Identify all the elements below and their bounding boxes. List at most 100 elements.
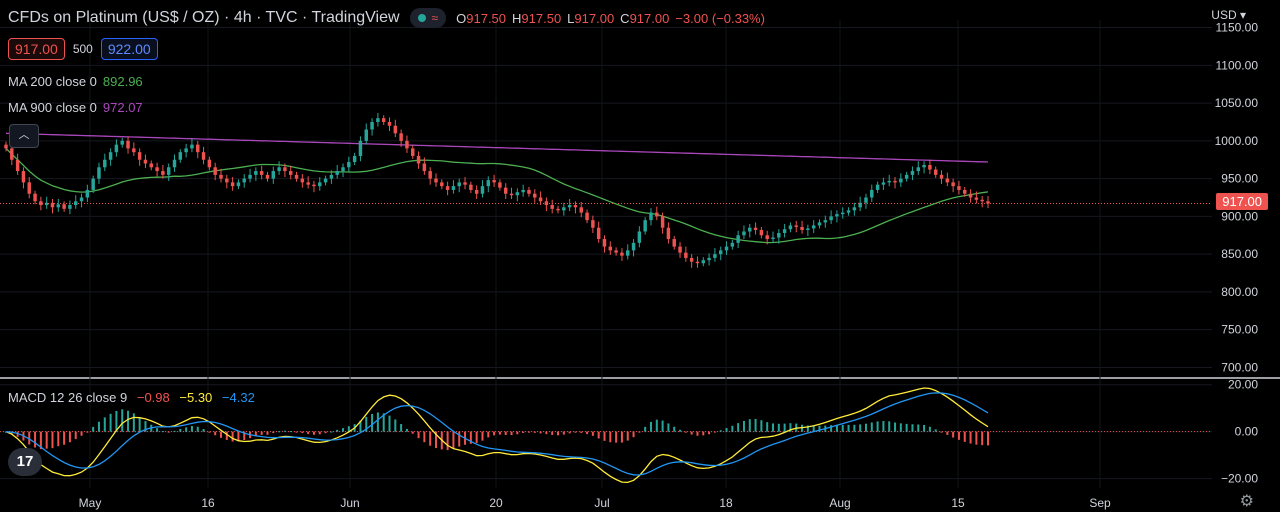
macd-histogram-bar — [620, 431, 623, 443]
candle-body — [707, 257, 711, 261]
candle-body — [15, 159, 20, 172]
macd-tick-label: 20.00 — [1228, 378, 1258, 392]
macd-legend[interactable]: MACD 12 26 close 9 −0.98 −5.30 −4.32 — [8, 390, 261, 405]
candle-body — [463, 182, 467, 185]
candle-body — [811, 225, 816, 229]
candle-body — [666, 227, 671, 240]
ohlc-item: H917.50 — [512, 11, 561, 26]
time-tick-label: 15 — [951, 496, 965, 510]
candle-body — [341, 167, 345, 172]
gear-icon[interactable]: ⚙ — [1239, 493, 1254, 510]
macd-histogram-bar — [702, 431, 705, 436]
macd-histogram-bar — [742, 420, 745, 432]
ohlc-value: −3.00 (−0.33%) — [675, 10, 765, 26]
macd-histogram-bar — [92, 426, 95, 432]
macd-histogram-bar — [684, 431, 687, 433]
candle-body — [254, 171, 258, 175]
macd-histogram-bar — [841, 424, 844, 432]
macd-histogram-bar — [405, 428, 408, 432]
sell-button[interactable]: 917.00 — [8, 38, 65, 60]
macd-signal-line — [5, 392, 989, 476]
time-tick-label: Jun — [340, 496, 359, 510]
price-tick-label: 900.00 — [1221, 209, 1258, 223]
ma900-legend[interactable]: MA 900 close 0 972.07 — [8, 100, 143, 115]
candle-body — [329, 174, 334, 179]
candle-body — [166, 167, 171, 175]
macd-histogram-bar — [208, 431, 211, 433]
macd-histogram-bar — [864, 423, 867, 432]
candle-body — [428, 171, 432, 179]
macd-histogram-bar — [859, 424, 862, 432]
macd-histogram-bar — [295, 431, 298, 433]
candle-body — [974, 197, 979, 200]
candle-body — [91, 178, 95, 190]
time-tick-label: Sep — [1089, 496, 1111, 510]
candle-body — [730, 242, 735, 247]
time-tick-label: 18 — [719, 496, 733, 510]
candle-body — [85, 189, 90, 198]
candle-body — [190, 144, 194, 149]
candle-body — [556, 208, 560, 211]
price-tick-label: 850.00 — [1221, 247, 1258, 261]
candle-body — [126, 140, 130, 149]
currency-select[interactable]: USD ▾ — [1211, 8, 1246, 22]
last-price-tag: 917.00 — [1216, 193, 1268, 210]
candle-body — [643, 220, 647, 232]
candle-body — [823, 220, 828, 223]
candle-body — [672, 239, 676, 247]
candle-body — [358, 140, 363, 156]
macd-histogram-bar — [772, 423, 775, 432]
macd-hist-value: −0.98 — [136, 390, 170, 405]
macd-histogram-bar — [626, 431, 629, 441]
candle-body — [201, 152, 206, 160]
candle-body — [777, 233, 781, 238]
macd-histogram-bar — [376, 412, 379, 432]
macd-histogram-bar — [434, 431, 437, 449]
macd-histogram-bar — [411, 431, 414, 434]
time-tick-label: Jul — [594, 496, 609, 510]
candle-body — [68, 205, 72, 209]
macd-histogram-bar — [731, 425, 734, 432]
candle-body — [143, 159, 148, 164]
macd-histogram-bar — [161, 431, 164, 433]
candle-body — [283, 167, 287, 172]
macd-histogram-bar — [946, 431, 949, 435]
candle-body — [620, 252, 624, 256]
macd-histogram-bar — [981, 431, 984, 446]
candle-body — [806, 228, 810, 230]
macd-line-value: −5.30 — [179, 390, 213, 405]
tradingview-logo-icon[interactable]: 17 — [8, 448, 42, 476]
ohlc-value: 917.50 — [466, 10, 507, 26]
candle-body — [562, 207, 566, 211]
candle-body — [916, 167, 921, 172]
candle-body — [980, 199, 984, 202]
symbol-title[interactable]: CFDs on Platinum (US$ / OZ) · 4h · TVC ·… — [8, 9, 400, 26]
candle-body — [21, 171, 26, 183]
macd-histogram-bar — [121, 409, 124, 432]
macd-histogram-bar — [562, 431, 565, 435]
macd-histogram-bar — [493, 431, 496, 436]
ma200-legend[interactable]: MA 200 close 0 892.96 — [8, 74, 143, 89]
macd-histogram-bar — [853, 424, 856, 432]
market-status[interactable]: ≈ — [409, 8, 447, 28]
candle-body — [440, 182, 444, 187]
macd-histogram-bar — [969, 431, 972, 444]
candle-body — [608, 246, 613, 251]
macd-histogram-bar — [812, 425, 815, 432]
ohlc-item: C917.00 — [620, 11, 669, 26]
candle-body — [50, 202, 55, 208]
candle-body — [120, 140, 124, 145]
buy-button[interactable]: 922.00 — [100, 38, 158, 60]
macd-histogram-bar — [127, 410, 130, 432]
macd-histogram-bar — [190, 425, 193, 432]
candle-body — [963, 189, 967, 194]
candle-body — [376, 118, 380, 122]
candle-body — [33, 193, 37, 202]
macd-histogram-bar — [963, 431, 966, 442]
candle-body — [678, 246, 682, 253]
candle-body — [416, 155, 421, 164]
candle-body — [521, 189, 525, 193]
macd-histogram-bar — [185, 427, 188, 432]
collapse-legend-button[interactable]: ︿ — [9, 124, 39, 148]
